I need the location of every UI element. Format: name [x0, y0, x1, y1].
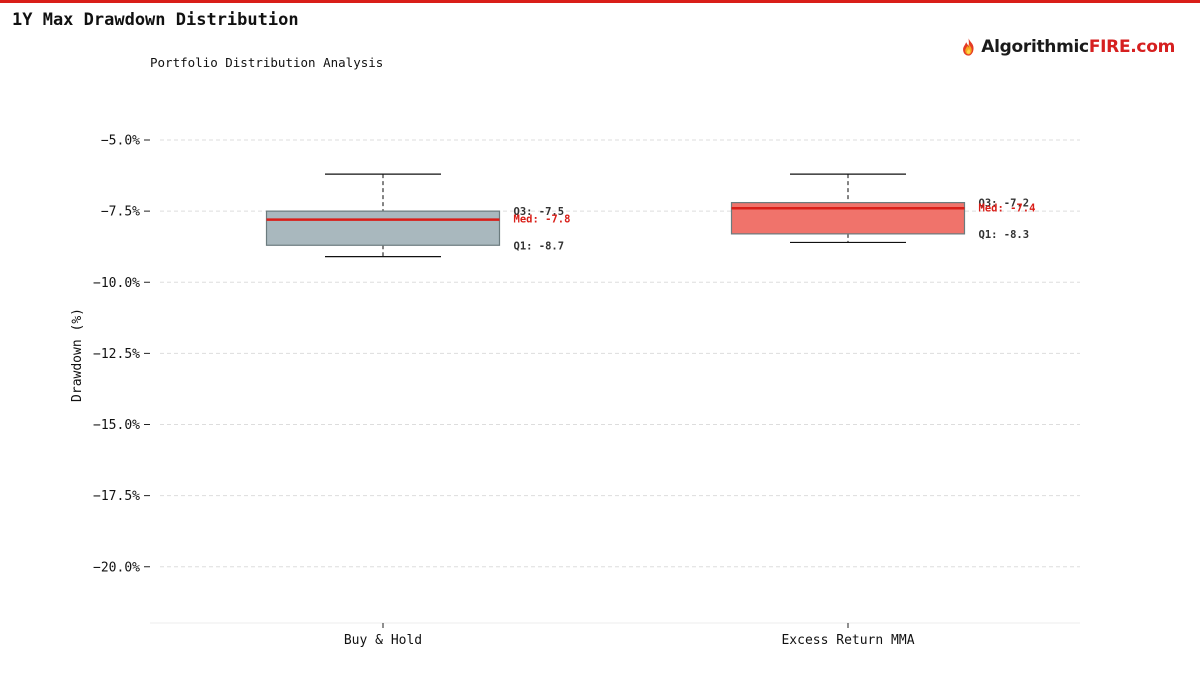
- y-tick-label: −5.0%: [101, 134, 140, 149]
- median-label: Med: -7.8: [514, 214, 571, 226]
- y-tick-label: −12.5%: [93, 347, 140, 362]
- x-category-label: Excess Return MMA: [781, 633, 914, 648]
- y-tick-label: −7.5%: [101, 205, 140, 220]
- y-tick-label: −17.5%: [93, 489, 140, 504]
- iqr-box: [265, 210, 501, 246]
- page-title: 1Y Max Drawdown Distribution: [12, 10, 299, 30]
- q1-label: Q1: -8.3: [979, 229, 1030, 241]
- y-tick-label: −10.0%: [93, 276, 140, 291]
- top-accent-bar: [0, 0, 1200, 3]
- flame-icon: [963, 38, 974, 56]
- y-tick-label: −15.0%: [93, 418, 140, 433]
- q3-label: Q3: -7.2: [979, 198, 1030, 210]
- brand-wordmark: AlgorithmicFIRE.com: [981, 37, 1175, 57]
- median-label: Med: -7.4: [979, 202, 1036, 214]
- q3-label: Q3: -7.5: [514, 206, 565, 218]
- brand-logo: AlgorithmicFIRE.com: [960, 30, 1175, 64]
- q1-label: Q1: -8.7: [514, 240, 565, 252]
- chart-subtitle: Portfolio Distribution Analysis: [150, 55, 384, 70]
- y-axis-label: Drawdown (%): [70, 308, 85, 402]
- x-category-label: Buy & Hold: [344, 633, 422, 648]
- y-tick-label: −20.0%: [93, 560, 140, 575]
- brand-domain-part: FIRE.com: [1088, 37, 1175, 57]
- brand-name-part: Algorithmic: [981, 37, 1089, 57]
